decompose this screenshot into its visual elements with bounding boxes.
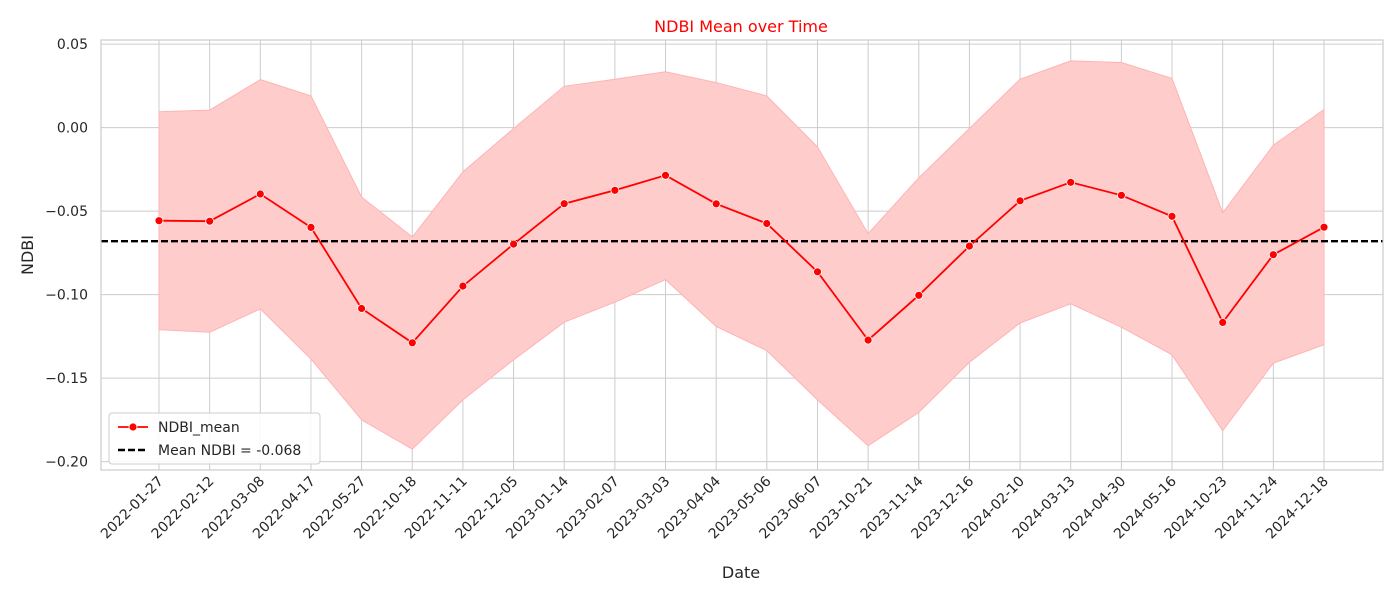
data-point (559, 199, 569, 209)
data-point (1268, 250, 1278, 260)
data-point (407, 338, 417, 348)
legend-mean-label: Mean NDBI = -0.068 (158, 443, 301, 459)
data-point (458, 281, 468, 291)
data-point (711, 199, 721, 209)
data-point (762, 219, 772, 228)
y-tick-label: −0.15 (45, 371, 88, 387)
x-axis-label: Date (722, 563, 760, 582)
data-point (205, 216, 215, 226)
data-point (357, 304, 367, 313)
data-point (255, 189, 265, 199)
x-tick-labels: 2022-01-272022-02-122022-03-082022-04-17… (98, 473, 1332, 542)
data-point (1167, 211, 1177, 221)
y-tick-label: −0.05 (45, 204, 88, 220)
data-point (610, 185, 620, 195)
data-point (813, 267, 822, 277)
series-layer (154, 170, 1329, 348)
y-tick-label: −0.20 (45, 455, 88, 471)
data-point (863, 335, 873, 345)
legend-series-label: NDBI_mean (158, 420, 240, 436)
confidence-band (158, 60, 1325, 450)
data-point (509, 239, 518, 249)
y-tick-label: 0.05 (57, 37, 88, 53)
data-point (914, 290, 924, 300)
data-point (306, 222, 316, 232)
y-tick-labels: 0.05 0.00 −0.05 −0.10 −0.15 −0.20 (45, 37, 88, 470)
y-tick-label: −0.10 (45, 288, 88, 304)
series-line-ndbi-mean (158, 174, 1325, 344)
data-point (661, 170, 670, 180)
data-point (1066, 177, 1076, 187)
confidence-band-layer (158, 60, 1325, 450)
chart-title: NDBI Mean over Time (654, 17, 828, 36)
y-axis-label: NDBI (18, 235, 37, 275)
data-point (965, 241, 974, 251)
data-point (154, 216, 164, 226)
data-point (1015, 196, 1025, 206)
data-point (1117, 190, 1126, 200)
plot-frame (100, 39, 1384, 471)
legend: NDBI_mean Mean NDBI = -0.068 (108, 412, 321, 465)
y-tick-label: 0.00 (57, 121, 88, 137)
legend-series-marker (128, 422, 138, 432)
legend-box (108, 412, 321, 465)
data-point (1218, 317, 1228, 327)
data-point (1319, 222, 1329, 232)
